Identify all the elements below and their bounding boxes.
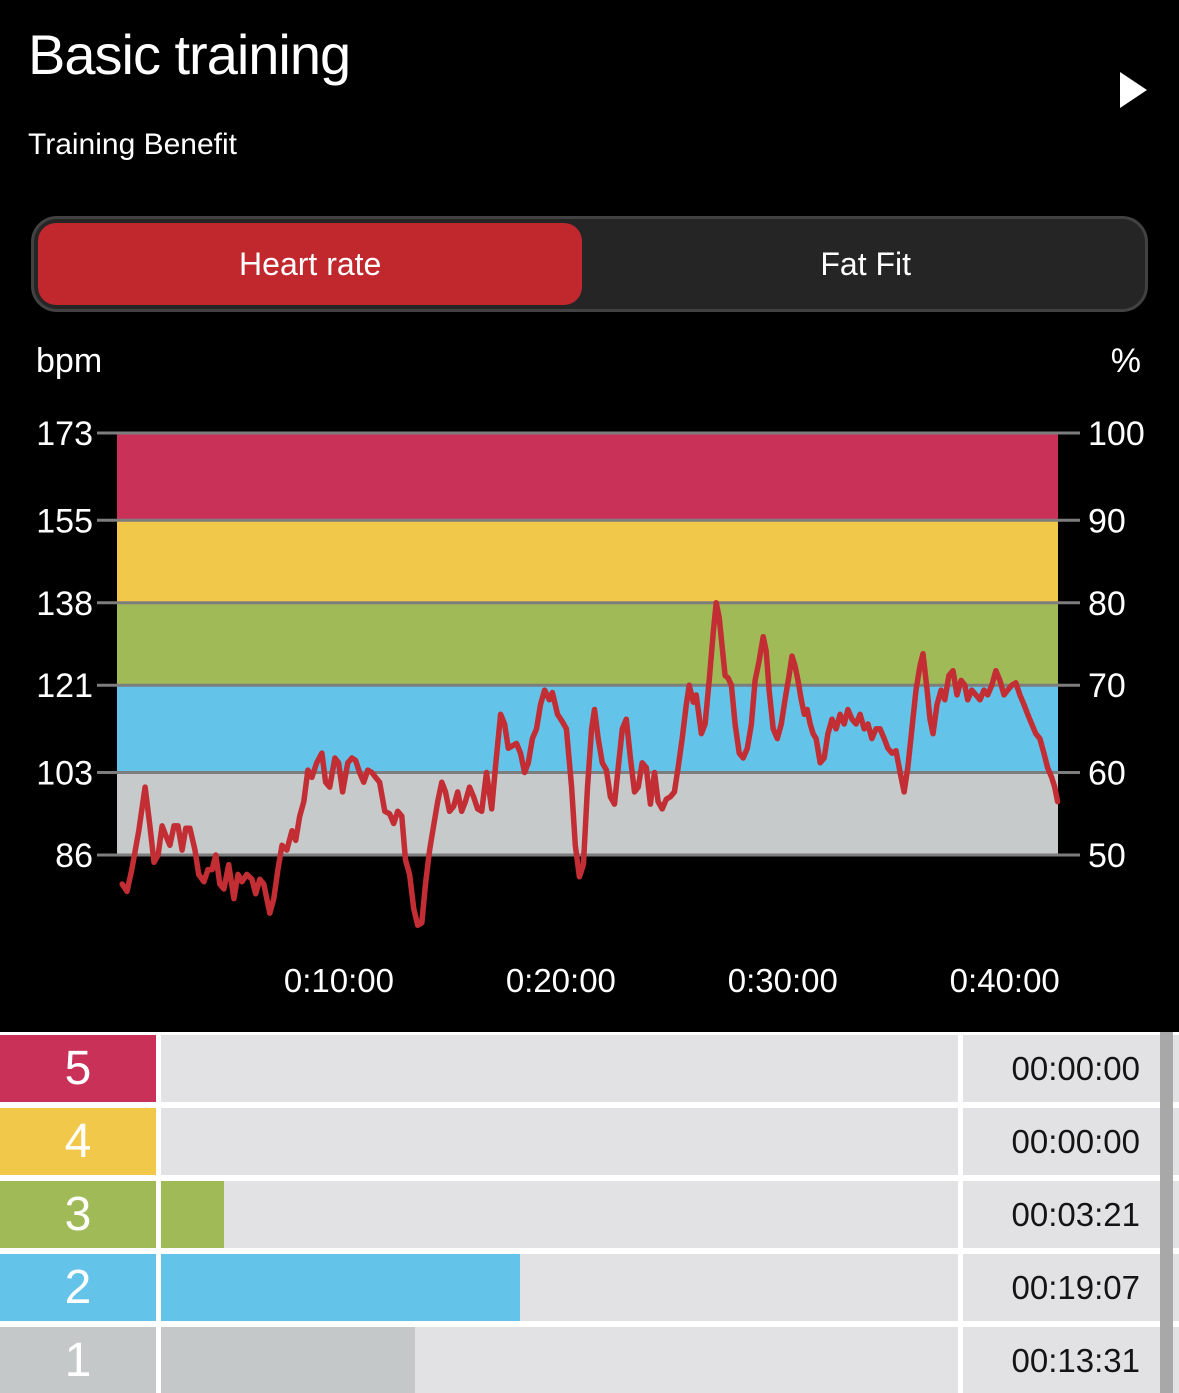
zone-duration-track	[161, 1108, 958, 1175]
zone-duration-track	[161, 1181, 958, 1248]
right-tick-50: 50	[1088, 837, 1126, 875]
right-tick-60: 60	[1088, 755, 1126, 793]
zone-duration-track	[161, 1327, 958, 1393]
zone-row-4: 4 00:00:00	[0, 1108, 1179, 1175]
left-axis-unit: bpm	[36, 342, 102, 380]
zone-duration-bar	[161, 1327, 416, 1393]
right-tick-70: 70	[1088, 667, 1126, 705]
right-tick-100: 100	[1088, 415, 1145, 453]
page-title: Basic training	[28, 23, 351, 86]
x-tick-1: 0:10:00	[284, 962, 394, 999]
zone-row-3: 3 00:03:21	[0, 1181, 1179, 1248]
x-tick-2: 0:20:00	[506, 962, 616, 999]
zone-label: 2	[0, 1254, 156, 1321]
right-tick-80: 80	[1088, 585, 1126, 623]
right-tick-90: 90	[1088, 502, 1126, 540]
zone-duration-time: 00:00:00	[963, 1108, 1179, 1175]
hr-zone-band-3	[117, 602, 1058, 686]
left-tick-121: 121	[36, 667, 93, 705]
subtitle-training-benefit: Training Benefit	[28, 128, 238, 161]
hr-zone-band-5	[117, 433, 1058, 521]
zone-label: 3	[0, 1181, 156, 1248]
zone-duration-bar	[161, 1254, 521, 1321]
chart-panel: Basic training Training Benefit Heart ra…	[0, 0, 1179, 1032]
heart-rate-chart: bpm % 173 155 138 121 103 86 100 90 80 70 60 50 0:10:0…	[36, 342, 1145, 999]
zone-duration-time: 00:00:00	[963, 1035, 1179, 1102]
zone-row-1: 1 00:13:31	[0, 1327, 1179, 1393]
left-tick-103: 103	[36, 755, 93, 793]
right-axis-unit: %	[1111, 342, 1141, 380]
tab-fat-fit[interactable]: Fat Fit	[820, 245, 912, 282]
heart-rate-line	[119, 600, 1061, 929]
zone-table: 5 00:00:00 4 00:00:00 3 00:03:21 2 00:19:07 1 00:…	[0, 1032, 1179, 1393]
x-tick-4: 0:40:00	[950, 962, 1060, 999]
segmented-control: Heart rate Fat Fit	[31, 216, 1148, 312]
zone-label: 1	[0, 1327, 156, 1393]
zone-label: 5	[0, 1035, 156, 1102]
zone-duration-bar	[161, 1181, 224, 1248]
left-tick-155: 155	[36, 502, 93, 540]
zone-duration-time: 00:19:07	[963, 1254, 1179, 1321]
zone-duration-time: 00:13:31	[963, 1327, 1179, 1393]
zone-duration-time: 00:03:21	[963, 1181, 1179, 1248]
hr-zone-band-4	[117, 520, 1058, 603]
zone-label: 4	[0, 1108, 156, 1175]
x-tick-3: 0:30:00	[728, 962, 838, 999]
left-tick-86: 86	[55, 837, 93, 875]
zone-duration-track	[161, 1035, 958, 1102]
tab-heart-rate[interactable]: Heart rate	[38, 223, 583, 305]
zone-row-5: 5 00:00:00	[0, 1035, 1179, 1102]
zone-duration-track	[161, 1254, 958, 1321]
left-tick-173: 173	[36, 415, 93, 453]
play-icon[interactable]	[1120, 72, 1147, 108]
scrollbar[interactable]	[1160, 1032, 1173, 1393]
left-tick-138: 138	[36, 585, 93, 623]
zone-row-2: 2 00:19:07	[0, 1254, 1179, 1321]
